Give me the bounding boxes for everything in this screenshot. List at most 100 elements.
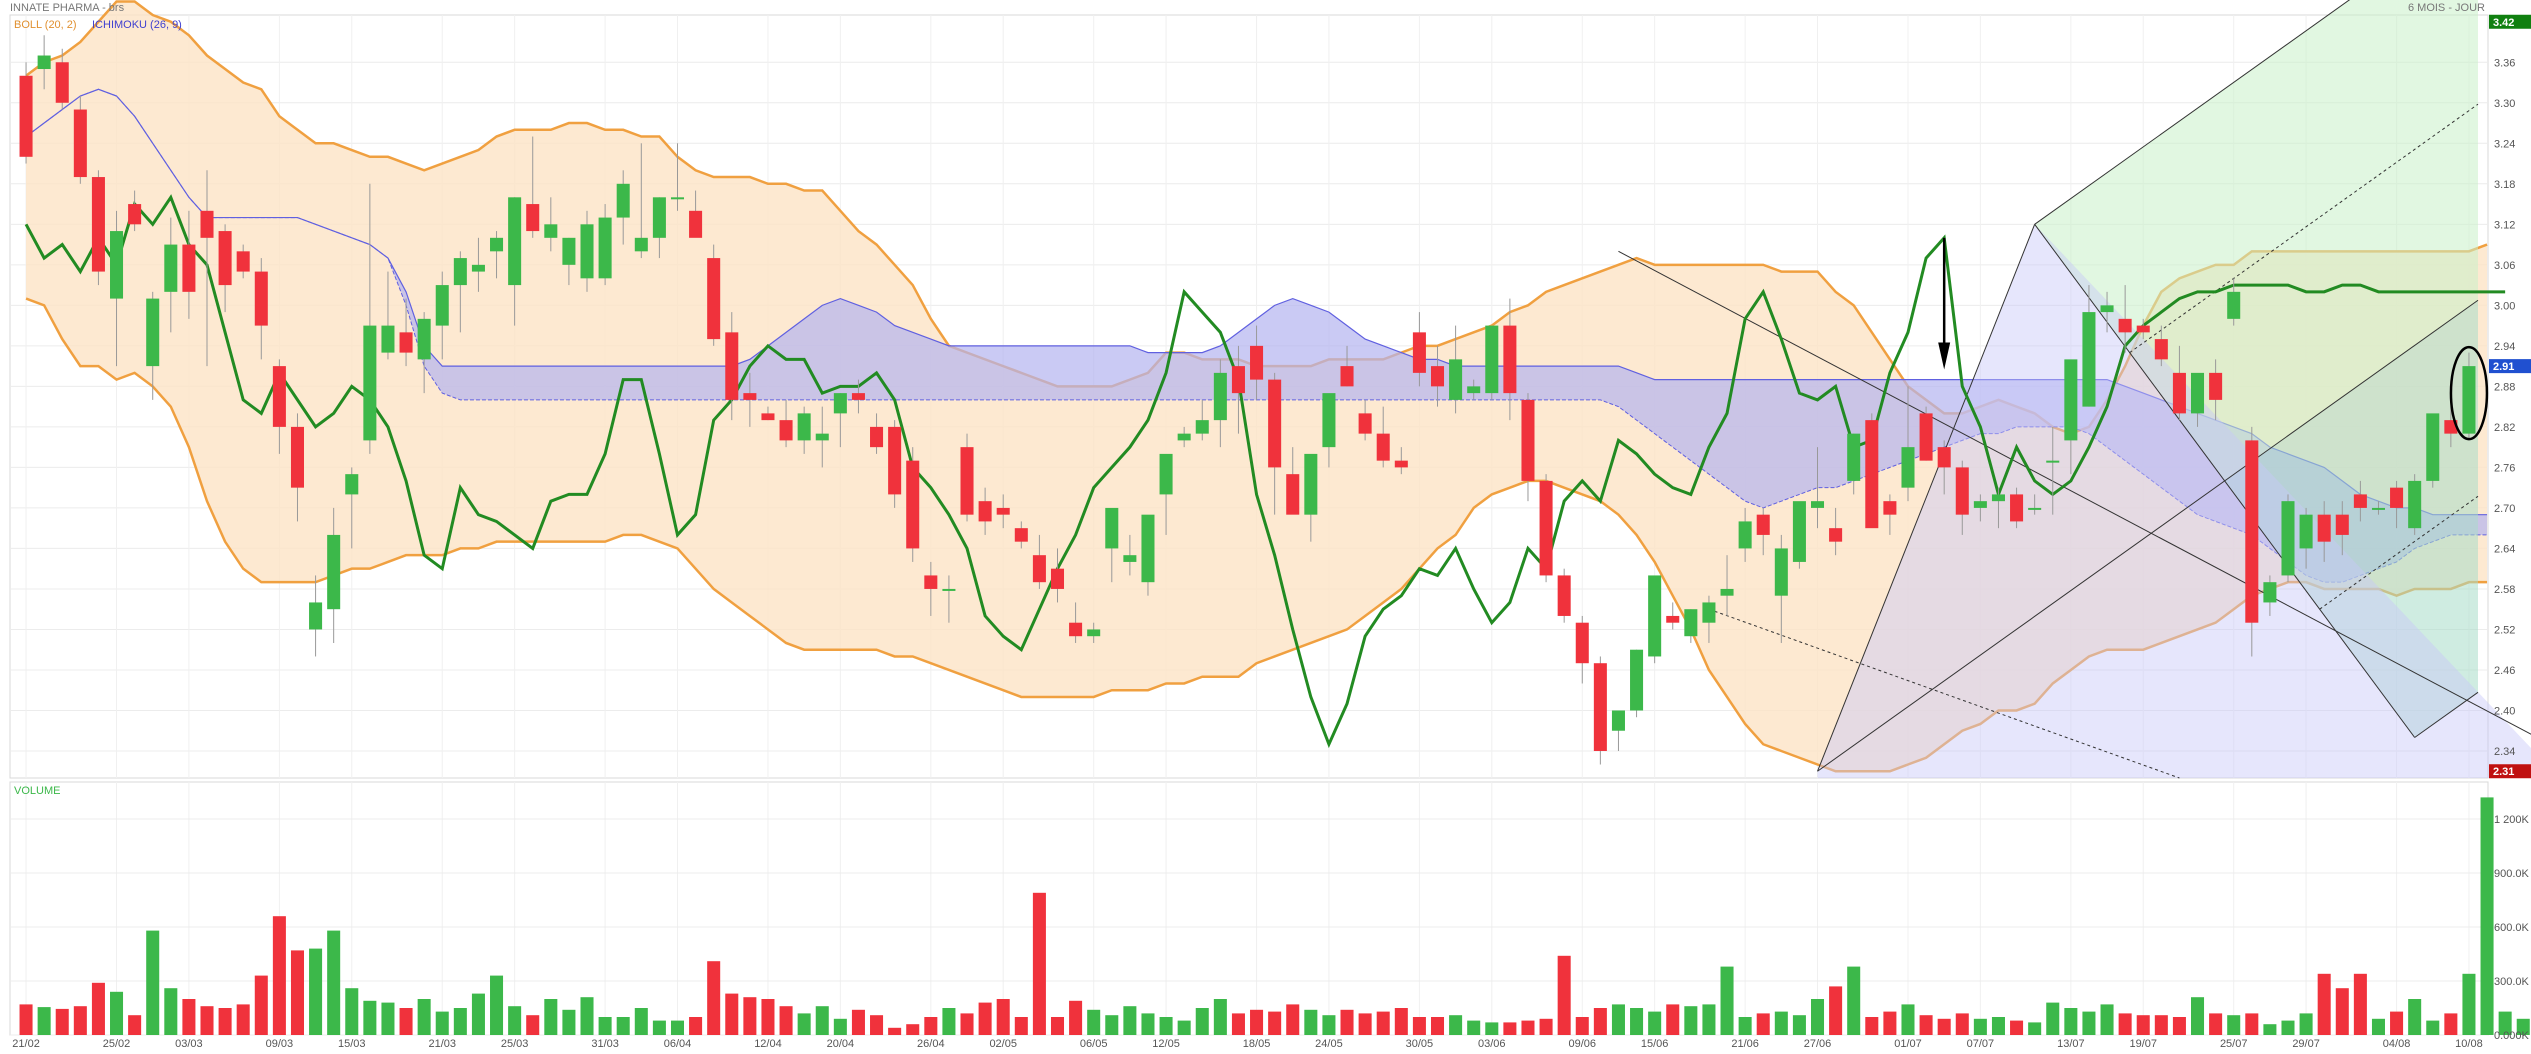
candle [670, 143, 685, 211]
candle [254, 258, 268, 360]
volume-bar [1050, 1017, 1065, 1035]
candle [978, 487, 992, 535]
candle [1014, 521, 1028, 549]
candle-body [689, 210, 703, 238]
candle [290, 413, 304, 522]
volume-bar [598, 1017, 612, 1035]
candle [2227, 278, 2241, 326]
price-tick-label: 2.40 [2494, 705, 2515, 717]
candle-body [2010, 494, 2024, 522]
candle [1304, 453, 1318, 542]
candle [2317, 501, 2331, 562]
volume-bar [634, 1008, 648, 1035]
volume-panel-frame [9, 781, 2489, 1036]
candle [2281, 494, 2295, 583]
candle [1069, 602, 1083, 643]
candle [526, 136, 540, 238]
candle-body [1141, 514, 1155, 583]
volume-bars [19, 797, 2530, 1035]
volume-bar [1358, 1013, 1372, 1035]
candle-body [236, 251, 250, 272]
volume-bar [363, 1000, 377, 1035]
candle-body [1991, 494, 2005, 502]
volume-bar [580, 997, 594, 1035]
volume-bar [1069, 1000, 1083, 1035]
pitchfork-upper-fill [2034, 0, 2478, 481]
price-tick-label: 2.94 [2494, 341, 2515, 353]
candle-body [1883, 501, 1897, 515]
annotations [1938, 237, 2489, 441]
volume-bar [2299, 1013, 2313, 1035]
pitchfork-upper-line [2034, 0, 2351, 225]
candle-body [2209, 372, 2223, 400]
candle [1937, 440, 1951, 495]
candle [2010, 487, 2024, 529]
candle [1865, 413, 1879, 529]
candle [1829, 507, 1843, 556]
last-price-tag: 2.91 [2493, 361, 2514, 373]
volume-bar [381, 1002, 395, 1035]
candle [1702, 595, 1716, 643]
candle-body [1412, 332, 1426, 373]
date-tick-label: 25/02 [103, 1038, 131, 1050]
volume-bar [870, 1015, 884, 1035]
date-tick-label: 07/07 [1967, 1038, 1995, 1050]
volume-bar [490, 975, 504, 1035]
candle [37, 35, 51, 90]
volume-bar [743, 997, 757, 1035]
date-tick-label: 04/08 [2383, 1038, 2411, 1050]
volume-bar [888, 1027, 902, 1035]
volume-bar [1141, 1013, 1155, 1035]
volume-bar [453, 1008, 467, 1035]
volume-bar [2010, 1020, 2024, 1035]
candle [73, 96, 87, 184]
candle [327, 507, 341, 643]
candle [1503, 298, 1517, 421]
price-tick-label: 3.30 [2494, 98, 2515, 110]
date-tick-label: 02/05 [989, 1038, 1017, 1050]
candle-body [725, 332, 739, 400]
candle-body [1177, 433, 1191, 441]
date-tick-label: 25/03 [501, 1038, 529, 1050]
candle [218, 224, 232, 313]
candle-body [2263, 582, 2277, 603]
candle [1376, 406, 1390, 468]
volume-bar [652, 1020, 666, 1035]
candle [453, 251, 467, 333]
candle [1738, 507, 1752, 562]
candle [779, 399, 793, 448]
volume-bar [1430, 1017, 1445, 1035]
candle-body [200, 210, 214, 238]
candle [1847, 433, 1861, 495]
candle [1105, 507, 1119, 583]
candle-body [1774, 548, 1788, 596]
candle [924, 561, 938, 616]
volume-bar [1376, 1011, 1390, 1035]
candle [1666, 602, 1680, 630]
volume-bar [2281, 1020, 2295, 1035]
candle-body [1575, 622, 1589, 664]
candle [1123, 534, 1137, 576]
price-tick-label: 2.46 [2494, 665, 2515, 677]
candle [562, 237, 576, 286]
candle [164, 217, 178, 333]
volume-bar [508, 1006, 522, 1035]
candle [1032, 534, 1046, 589]
candle-body [1503, 325, 1517, 394]
candle-body [1611, 710, 1625, 731]
candle [2046, 426, 2060, 515]
candle [1539, 474, 1553, 583]
price-tick-label: 2.64 [2494, 543, 2515, 555]
volume-bar [996, 999, 1010, 1035]
candle [2371, 501, 2385, 515]
volume-bar [1014, 1017, 1028, 1035]
candle [1756, 507, 1770, 556]
candle-body [888, 426, 902, 495]
candle-body [1358, 413, 1372, 434]
candle [1358, 399, 1372, 441]
candle [1231, 345, 1245, 434]
candle-body [164, 244, 178, 292]
candle [1810, 447, 1825, 529]
volume-bar [978, 1002, 992, 1035]
volume-bar [924, 1017, 938, 1035]
